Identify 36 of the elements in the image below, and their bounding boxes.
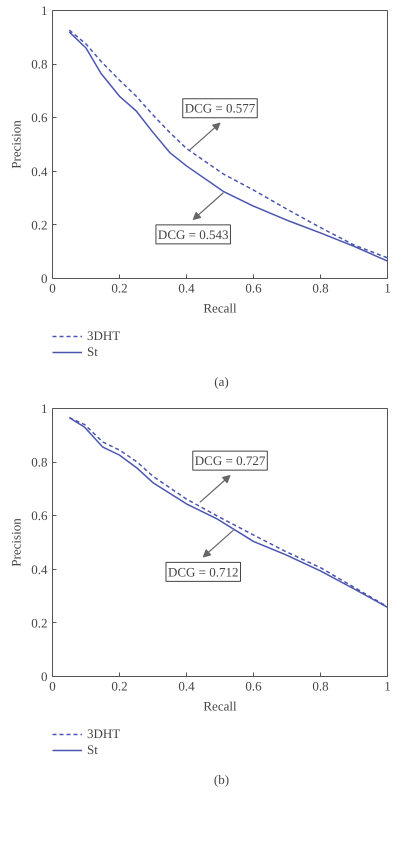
x-tick-label: 0.2 — [111, 678, 128, 694]
y-tick-label: 0 — [41, 669, 48, 684]
legend-label: St — [87, 344, 99, 360]
x-tick-label: 0.8 — [312, 280, 329, 296]
annotation: DCG = 0.712 — [168, 564, 239, 580]
x-tick-label: 0.2 — [111, 280, 128, 296]
x-tick-label: 1 — [384, 280, 391, 296]
y-tick-label: 0.6 — [31, 110, 48, 126]
y-tick-label: 1 — [41, 401, 48, 416]
annotation: DCG = 0.577 — [184, 100, 256, 116]
y-tick-label: 0.2 — [31, 217, 48, 232]
y-tick-label: 0.8 — [31, 454, 48, 470]
y-axis-title: Precision — [8, 518, 24, 567]
annotation: DCG = 0.543 — [158, 226, 228, 242]
x-tick-label: 0.4 — [178, 678, 196, 694]
y-tick-label: 0.4 — [31, 164, 48, 179]
x-axis-title: Recall — [203, 698, 237, 714]
x-tick-label: 0.4 — [178, 280, 196, 296]
text: (b) — [214, 771, 230, 789]
legend-label: 3DHT — [87, 328, 120, 344]
y-axis-title: Precision — [8, 120, 24, 169]
y-tick-label: 0.8 — [31, 56, 48, 72]
y-tick-label: 0 — [41, 271, 48, 286]
x-axis-title: Recall — [203, 300, 237, 316]
legend-label: St — [87, 742, 99, 758]
y-tick-label: 0.4 — [31, 562, 48, 577]
y-tick-label: 1 — [41, 3, 48, 18]
y-tick-label: 0.6 — [31, 508, 48, 524]
x-tick-label: 0.6 — [245, 280, 262, 296]
text: (a) — [214, 373, 229, 391]
y-tick-label: 0.2 — [31, 615, 48, 630]
legend-label: 3DHT — [87, 726, 120, 742]
x-tick-label: 0.8 — [312, 678, 329, 694]
x-tick-label: 1 — [384, 678, 391, 694]
x-tick-label: 0.6 — [245, 678, 262, 694]
annotation: DCG = 0.727 — [194, 453, 266, 468]
